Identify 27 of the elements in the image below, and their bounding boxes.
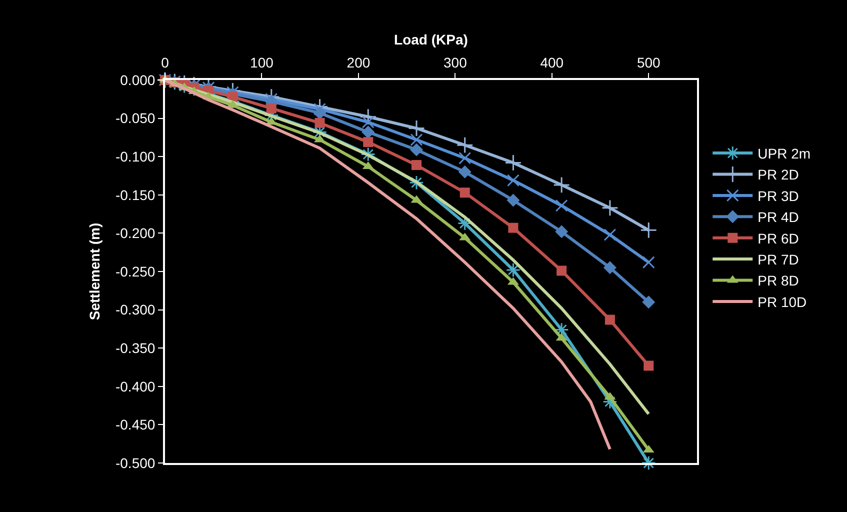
- y-tick-label: -0.150: [115, 186, 156, 203]
- x-tick-label: 400: [540, 54, 564, 70]
- y-tick-label: -0.400: [115, 378, 156, 394]
- y-tick-label: -0.200: [115, 225, 156, 242]
- legend-label: PR 8D: [758, 272, 799, 289]
- x-tick-label: 100: [250, 54, 274, 70]
- y-axis-title: Settlement (m): [86, 222, 103, 320]
- y-tick-label: -0.100: [115, 148, 156, 164]
- legend-label: PR 3D: [758, 188, 799, 204]
- y-tick-label: -0.300: [115, 302, 156, 318]
- legend-label: PR 4D: [758, 209, 799, 226]
- x-tick-label: 200: [346, 54, 370, 70]
- y-tick-label: -0.500: [115, 454, 156, 471]
- legend-label: PR 10D: [758, 294, 807, 310]
- x-tick-label: 300: [444, 54, 468, 70]
- legend-label: PR 2D: [758, 166, 799, 183]
- y-tick-label: -0.350: [115, 340, 156, 356]
- legend-label: PR 7D: [758, 252, 799, 268]
- y-tick-label: -0.050: [115, 110, 156, 126]
- x-axis-title: Load (KPa): [394, 32, 468, 48]
- y-tick-label: -0.250: [115, 263, 156, 280]
- y-tick-label: 0.000: [120, 72, 156, 88]
- x-tick-label: 500: [636, 54, 661, 70]
- y-tick-label: -0.450: [115, 416, 156, 433]
- legend-label: PR 6D: [758, 230, 799, 246]
- legend-label: UPR 2m: [758, 146, 811, 162]
- x-tick-label: 0: [161, 54, 170, 70]
